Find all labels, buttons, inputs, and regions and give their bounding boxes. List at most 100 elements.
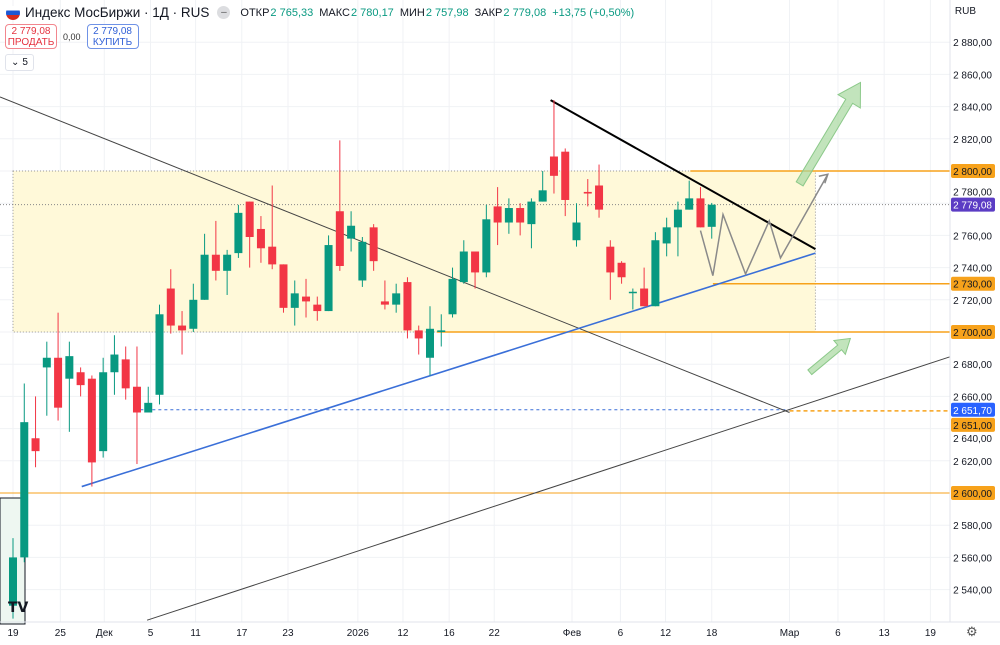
candle-body <box>20 422 29 558</box>
arrow-up-icon <box>807 337 852 376</box>
candle-body <box>527 201 536 225</box>
open: 2 765,33 <box>270 6 314 19</box>
currency-label[interactable]: RUB <box>954 6 976 17</box>
indicators-toggle[interactable]: ⌄ 5 <box>5 54 34 71</box>
time-tick: 13 <box>879 628 891 639</box>
level-label: 2 730,00 <box>953 280 992 291</box>
open-value: ОТКР2 765,33 <box>240 7 313 19</box>
zone-rect <box>12 170 816 333</box>
candle-body <box>595 185 604 210</box>
price-tick: 2 640,00 <box>953 434 992 445</box>
candle-body <box>448 278 457 315</box>
indicators-count: 5 <box>22 57 28 68</box>
close-value: ЗАКР2 779,08 <box>475 7 547 19</box>
close-label: ЗАКР <box>474 6 503 19</box>
time-tick: 22 <box>489 628 501 639</box>
candle-body <box>200 254 209 300</box>
candle-body <box>459 251 468 283</box>
time-axis[interactable]: 19 25 Дек 5 11 17 23 2026 12 16 22 Фев 6 12 18 Мар 6 13 19 <box>7 628 936 639</box>
price-tick: 2 760,00 <box>953 231 992 242</box>
candle-body <box>290 293 299 308</box>
candle-body <box>155 314 164 395</box>
candle-body <box>696 198 705 228</box>
candle-body <box>628 291 637 294</box>
price-tick: 2 880,00 <box>953 38 992 49</box>
candle-body <box>380 301 389 305</box>
candle-body <box>166 288 175 326</box>
time-tick: 12 <box>660 628 672 639</box>
collapse-icon[interactable]: – <box>217 6 231 19</box>
buy-price: 2 779,08 <box>93 25 132 37</box>
trendline <box>0 96 790 413</box>
time-tick: 19 <box>7 628 19 639</box>
price-tick: 2 580,00 <box>953 521 992 532</box>
price-zone[interactable] <box>12 170 816 333</box>
time-tick: 17 <box>236 628 248 639</box>
price-axis[interactable]: 2 880,00 2 860,00 2 840,00 2 820,00 2 780,00… <box>951 38 995 597</box>
candle-body <box>617 262 626 278</box>
candle-body <box>482 219 491 273</box>
level-label: 2 800,00 <box>953 167 992 178</box>
time-tick: 23 <box>282 628 294 639</box>
time-tick: Дек <box>96 628 113 639</box>
candle-body <box>99 372 108 452</box>
candle-body <box>178 325 187 331</box>
symbol-header: Индекс МосБиржи · 1Д · RUS – ОТКР2 765,3… <box>6 5 634 20</box>
candle-body <box>76 372 85 386</box>
time-tick: 16 <box>444 628 456 639</box>
candle-body <box>414 330 423 339</box>
tradingview-logo: TV <box>8 600 29 616</box>
candle-body <box>256 228 265 249</box>
overlay-drawings[interactable] <box>699 81 862 376</box>
candle-body <box>662 227 671 244</box>
candle-body <box>87 378 96 463</box>
symbol-title[interactable]: Индекс МосБиржи · 1Д · RUS <box>25 5 210 20</box>
blue-level-label-bg <box>951 402 995 417</box>
current-price-label-bg <box>951 197 995 212</box>
candle-body <box>640 288 649 307</box>
candle-body <box>347 225 356 239</box>
level-label: 2 651,00 <box>953 421 992 432</box>
sell-button[interactable]: 2 779,08 ПРОДАТЬ <box>5 24 57 49</box>
time-tick: Фев <box>563 628 581 639</box>
candle-body <box>425 328 434 358</box>
candle-body <box>189 299 198 329</box>
candle-body <box>132 386 141 413</box>
time-tick: 6 <box>835 628 841 639</box>
settings-icon[interactable]: ⚙ <box>966 624 978 639</box>
candle-body <box>549 156 558 176</box>
candle-body <box>65 356 74 379</box>
close: 2 779,08 <box>503 6 547 19</box>
arrow-up-icon <box>795 81 862 187</box>
candle-body <box>42 357 51 368</box>
current-price-label: 2 779,08 <box>953 201 992 212</box>
candle-body <box>471 251 480 273</box>
high-label: МАКС <box>319 6 350 19</box>
time-tick: 12 <box>397 628 409 639</box>
candle-body <box>144 402 153 413</box>
time-tick: 2026 <box>347 628 370 639</box>
open-label: ОТКР <box>240 6 270 19</box>
candle-body <box>279 264 288 308</box>
high-value: МАКС2 780,17 <box>319 7 394 19</box>
trendline <box>146 356 950 621</box>
low: 2 757,98 <box>425 6 469 19</box>
low-value: МИН2 757,98 <box>400 7 469 19</box>
time-tick: 18 <box>706 628 718 639</box>
drawings[interactable] <box>0 96 950 621</box>
candle-body <box>302 296 311 302</box>
change-value: +13,75 (+0,50%) <box>552 6 635 19</box>
candle-body <box>673 209 682 228</box>
candle-body <box>437 330 446 332</box>
candle-body <box>651 240 660 307</box>
time-tick: 11 <box>190 628 201 639</box>
candle-body <box>493 206 502 223</box>
buy-button[interactable]: 2 779,08 КУПИТЬ <box>86 24 139 49</box>
level-label: 2 700,00 <box>953 328 992 339</box>
time-tick: Мар <box>780 628 800 639</box>
candle-body <box>561 151 570 200</box>
candle-body <box>268 246 277 265</box>
level-label-bg <box>951 276 995 291</box>
sell-price: 2 779,08 <box>11 25 51 37</box>
